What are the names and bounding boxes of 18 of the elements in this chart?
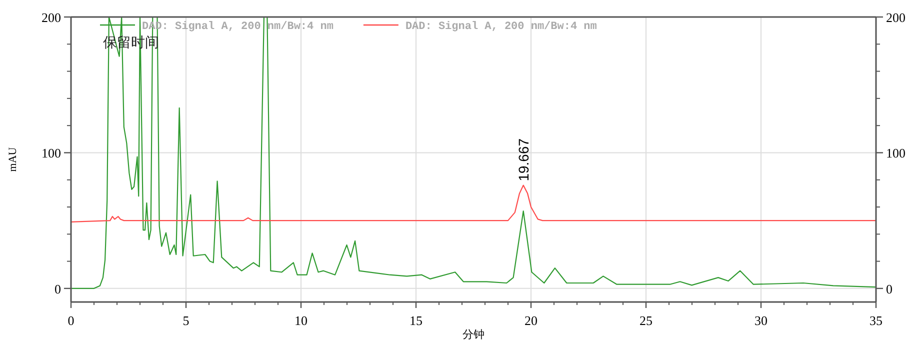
x-tick-label: 30 [754, 313, 768, 328]
y2-tick-label: 0 [886, 281, 892, 296]
y-tick-label: 0 [54, 281, 61, 296]
y-tick-label: 100 [42, 146, 61, 161]
y-tick-label: 200 [42, 10, 61, 25]
y2-tick-label: 100 [886, 146, 906, 161]
legend-label: DAD: Signal A, 200 nm/Bw:4 nm [405, 21, 598, 33]
x-tick-label: 10 [294, 313, 308, 328]
x-tick-label: 25 [640, 313, 652, 328]
x-tick-label: 35 [870, 313, 882, 328]
y2-tick-label: 200 [886, 10, 906, 25]
y-axis-title: mAU [7, 147, 19, 172]
x-axis-title: 分钟 [462, 329, 484, 341]
x-tick-label: 0 [68, 313, 74, 328]
x-tick-label: 20 [524, 313, 538, 328]
annotation: 19.667 [515, 138, 532, 182]
x-tick-label: 5 [182, 313, 190, 328]
x-tick-label: 15 [410, 313, 422, 328]
